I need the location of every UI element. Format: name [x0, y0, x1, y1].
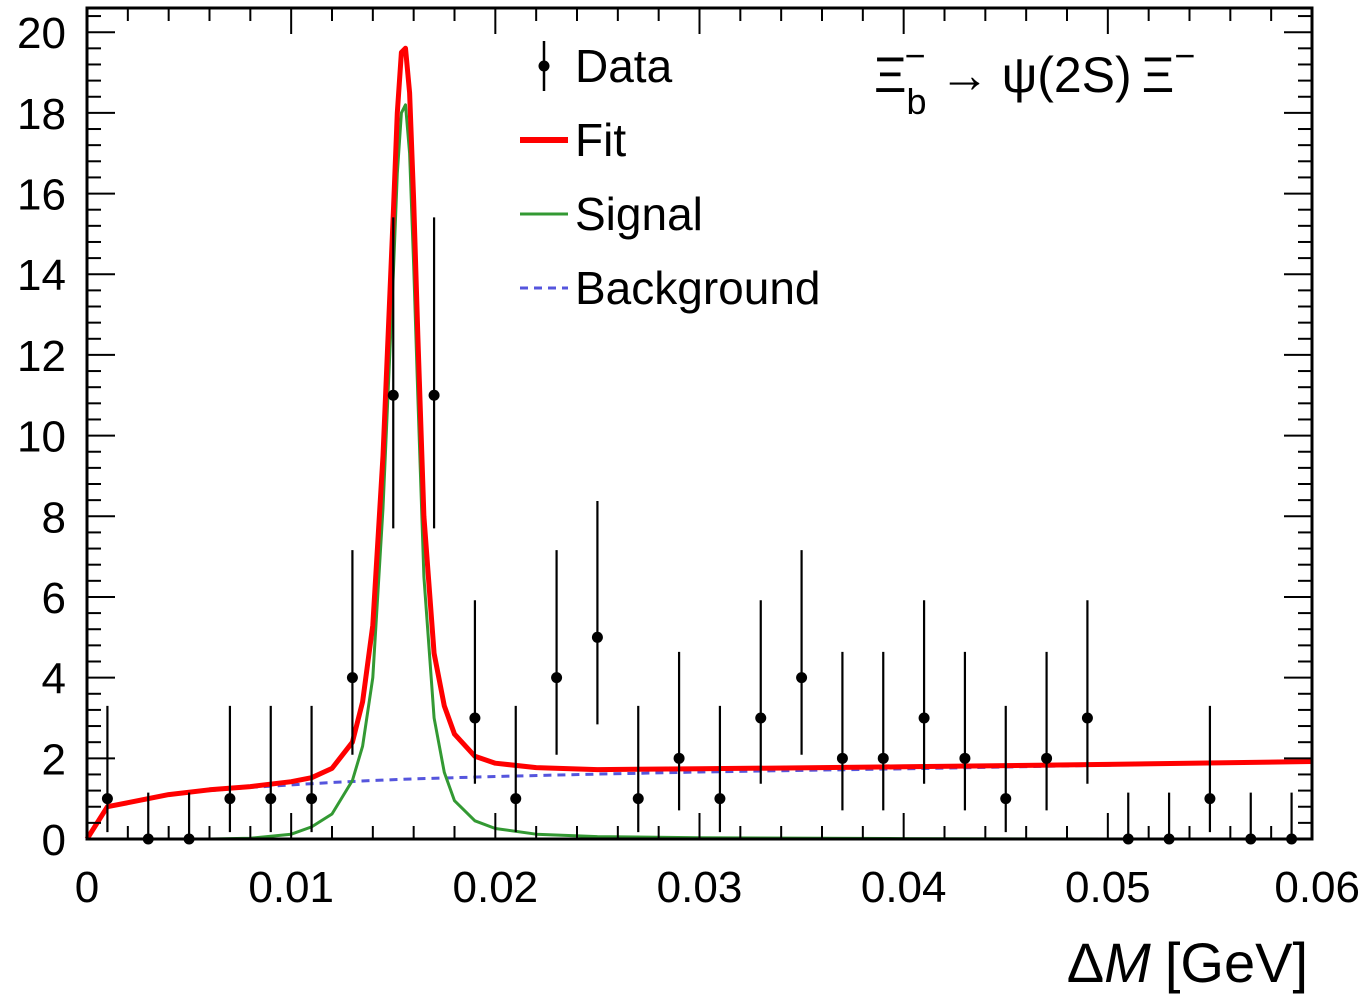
legend-label-fit: Fit — [575, 114, 626, 166]
y-tick-label: 20 — [17, 9, 66, 58]
x-tick-label: 0.02 — [453, 863, 539, 912]
y-tick-label: 10 — [17, 413, 66, 462]
data-point — [510, 793, 522, 805]
data-point — [1000, 793, 1012, 805]
data-point — [877, 752, 889, 764]
plot-frame — [85, 6, 1314, 841]
data-point — [632, 793, 644, 805]
legend-entry-data: Data — [538, 40, 673, 92]
x-axis-label: ΔM [GeV] — [1067, 931, 1308, 994]
legend: Data Fit Signal Background — [520, 40, 821, 314]
legend-label-background: Background — [575, 262, 821, 314]
y-tick-label: 8 — [42, 493, 66, 542]
legend-entry-signal: Signal — [520, 188, 703, 240]
axis-ticks-layer — [86, 8, 1313, 840]
data-points-layer — [101, 217, 1298, 845]
legend-data-marker — [538, 60, 550, 72]
legend-entry-fit: Fit — [520, 114, 626, 166]
chart-title: Ξb− → ψ(2S) Ξ− — [874, 35, 1195, 122]
data-point — [551, 672, 563, 684]
x-tick-label: 0.01 — [248, 863, 334, 912]
data-point — [796, 672, 808, 684]
curves-layer — [84, 45, 1313, 841]
legend-entry-background: Background — [520, 262, 821, 314]
data-point — [1081, 712, 1093, 724]
data-point — [469, 712, 481, 724]
data-point — [591, 631, 603, 643]
y-tick-label: 4 — [42, 655, 66, 704]
y-tick-label: 0 — [42, 816, 66, 865]
data-point — [918, 712, 930, 724]
x-tick-label: 0.03 — [657, 863, 743, 912]
data-point — [346, 672, 358, 684]
tick-labels-layer: 0 0.01 0.02 0.03 0.04 0.05 0.06 0 2 4 6 8 10 12 14 16 18… — [17, 9, 1360, 912]
y-tick-label: 16 — [17, 171, 66, 220]
data-point — [836, 752, 848, 764]
data-point — [306, 793, 318, 805]
series-fit-curve — [84, 45, 1313, 841]
legend-label-data: Data — [575, 40, 673, 92]
x-tick-label: 0.05 — [1065, 863, 1151, 912]
y-tick-label: 6 — [42, 574, 66, 623]
y-tick-label: 14 — [17, 251, 66, 300]
x-tick-label: 0.04 — [861, 863, 947, 912]
data-point — [428, 389, 440, 401]
y-tick-label: 18 — [17, 90, 66, 139]
data-point — [673, 752, 685, 764]
data-point — [714, 793, 726, 805]
y-tick-label: 12 — [17, 332, 66, 381]
data-point — [265, 793, 277, 805]
data-point — [101, 793, 113, 805]
data-point — [1041, 752, 1053, 764]
legend-label-signal: Signal — [575, 188, 703, 240]
x-tick-label: 0 — [75, 863, 99, 912]
data-point — [755, 712, 767, 724]
y-tick-label: 2 — [42, 735, 66, 784]
data-point — [1204, 793, 1216, 805]
data-point — [224, 793, 236, 805]
data-point — [959, 752, 971, 764]
data-point — [387, 389, 399, 401]
x-tick-label: 0.06 — [1274, 863, 1360, 912]
